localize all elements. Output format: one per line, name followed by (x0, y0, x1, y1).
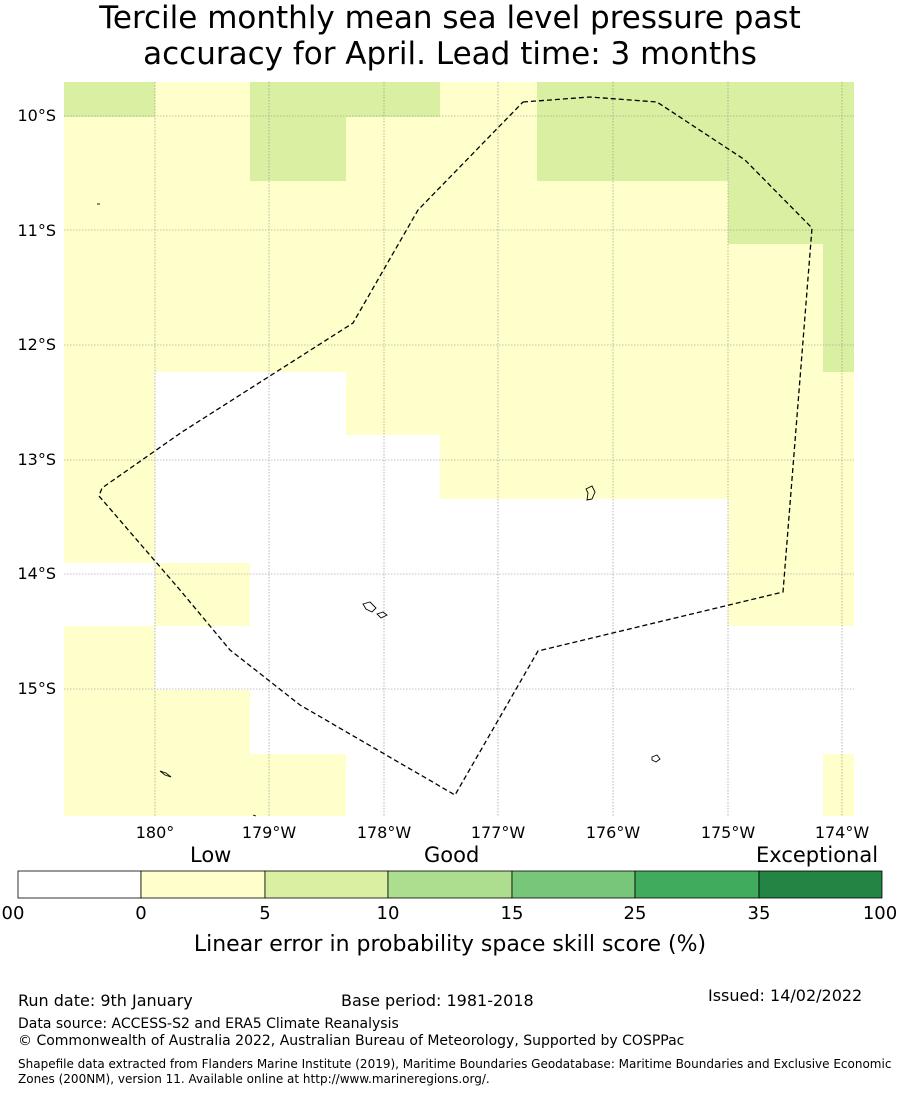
data-source: Data source: ACCESS-S2 and ERA5 Climate … (18, 1016, 399, 1032)
colorbar-tick: 15 (500, 903, 524, 924)
lat-label: 12°S (17, 335, 56, 354)
cell (155, 563, 250, 626)
cell (728, 244, 823, 626)
island-southeast (651, 754, 661, 763)
cell (728, 181, 854, 244)
cell (250, 181, 346, 372)
longitude-labels: 180° 179°W 178°W 177°W 176°W 175°W 174°W (136, 823, 870, 842)
island-nukunonu (585, 485, 596, 501)
island-wallis-a (362, 601, 377, 613)
cell (823, 754, 854, 816)
cell (346, 181, 440, 435)
graticule (64, 82, 854, 816)
cell (155, 117, 250, 372)
cell (155, 82, 250, 117)
shapefile-credit: Shapefile data extracted from Flanders M… (18, 1057, 892, 1086)
latitude-labels: 10°S 11°S 12°S 13°S 14°S 15°S (17, 106, 56, 698)
lon-label: 176°W (586, 823, 641, 842)
run-date: Run date: 9th January (18, 991, 193, 1010)
copyright: © Commonwealth of Australia 2022, Austra… (18, 1033, 685, 1049)
colorbar-segment (387, 870, 513, 899)
title-line-2: accuracy for April. Lead time: 3 months (143, 36, 757, 72)
cell (537, 82, 854, 181)
island-bottom (252, 814, 257, 817)
lon-label: 180° (136, 823, 175, 842)
colorbar-tick: 10 (376, 903, 400, 924)
eez-boundary (98, 96, 813, 796)
lon-label: 175°W (701, 823, 756, 842)
issued-date: Issued: 14/02/2022 (708, 986, 863, 1005)
colorbar-tick: 100 (862, 903, 898, 924)
lon-label: 178°W (357, 823, 412, 842)
colorbar-segment (17, 870, 142, 899)
cell (64, 82, 155, 117)
lon-label: 177°W (471, 823, 526, 842)
colorbar-segment (634, 870, 760, 899)
legend-label-exceptional: Exceptional (756, 843, 879, 867)
legend-label-good: Good (424, 843, 480, 867)
lat-label: 13°S (17, 450, 56, 469)
skill-cells (64, 82, 854, 816)
cell (250, 82, 440, 117)
cell (64, 117, 155, 563)
lat-label: 10°S (17, 106, 56, 125)
cell (64, 626, 155, 816)
colorbar-tick: 35 (747, 903, 771, 924)
cell (440, 181, 728, 499)
colorbar-segment (264, 870, 389, 899)
cell (155, 690, 250, 816)
islands (97, 203, 661, 817)
title-line-1: Tercile monthly mean sea level pressure … (99, 0, 801, 36)
lon-label: 179°W (242, 823, 297, 842)
colorbar-segment (758, 870, 883, 899)
cell (250, 117, 346, 181)
map-title: Tercile monthly mean sea level pressure … (0, 0, 900, 72)
colorbar-tick: -100 (0, 903, 25, 924)
colorbar-segment (140, 870, 266, 899)
cell (346, 117, 537, 181)
cell (250, 754, 346, 816)
cell (823, 244, 854, 372)
colorbar-title: Linear error in probability space skill … (193, 932, 707, 957)
colorbar-tick: 0 (135, 903, 147, 924)
colorbar (17, 870, 883, 899)
lat-label: 14°S (17, 564, 56, 583)
island-wallis-b (376, 611, 388, 619)
lat-label: 11°S (17, 221, 56, 240)
colorbar-segment (511, 870, 636, 899)
lat-label: 15°S (17, 679, 56, 698)
cell (823, 372, 854, 626)
colorbar-tick: 25 (623, 903, 647, 924)
base-period: Base period: 1981-2018 (341, 991, 534, 1010)
island-southwest (159, 770, 172, 778)
colorbar-tick: 5 (259, 903, 271, 924)
cell (440, 82, 537, 117)
legend-label-low: Low (190, 843, 232, 867)
lon-label: 174°W (815, 823, 870, 842)
